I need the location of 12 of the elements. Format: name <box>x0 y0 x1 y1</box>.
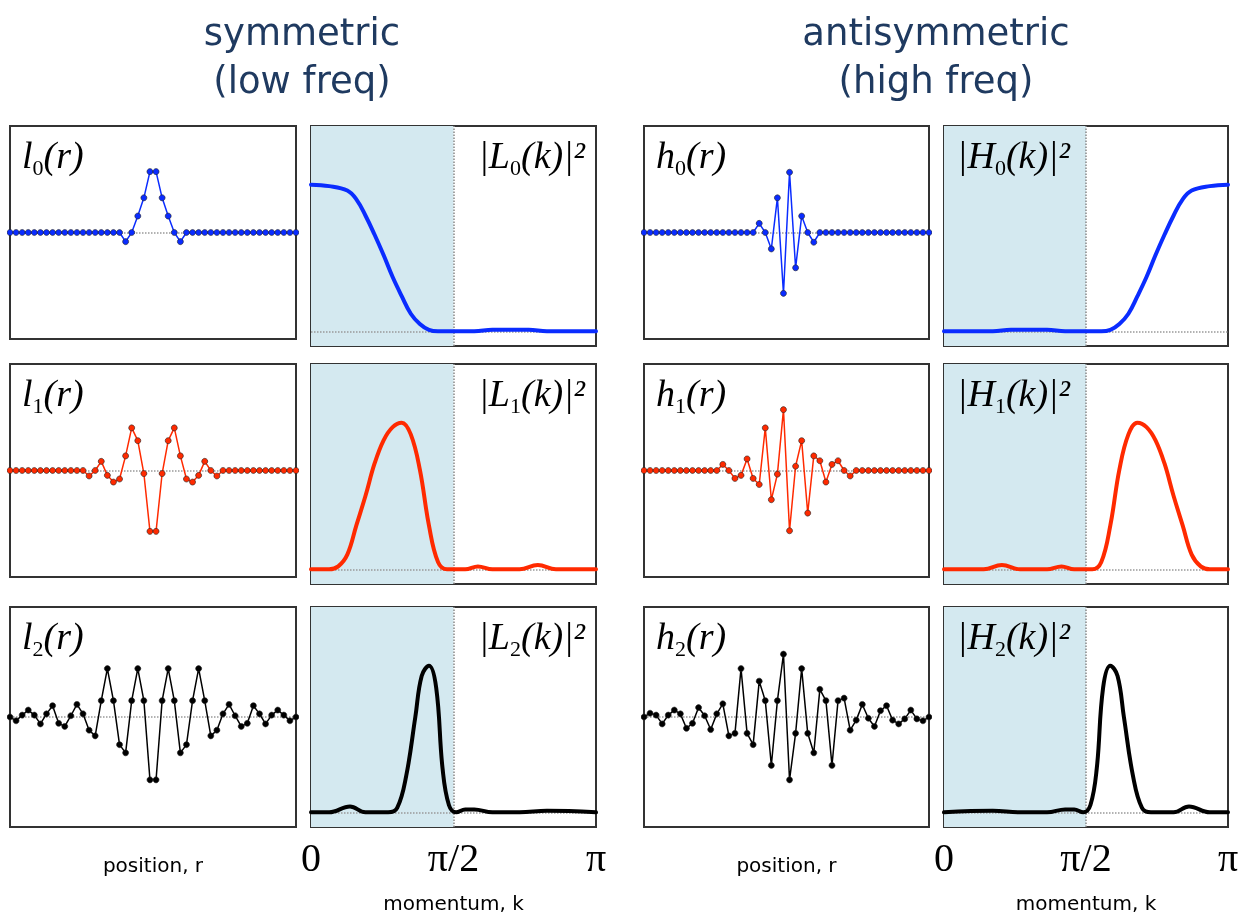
x-tick-label: π <box>1217 834 1239 880</box>
chart-subtitle: symmetric (low freq) <box>202 10 402 104</box>
x-axis-title: position, r <box>102 853 204 877</box>
chart-subtitle: antisymmetric (high freq) <box>801 10 1071 104</box>
x-axis-title: momentum, k <box>1015 891 1157 915</box>
x-tick-label: 0 <box>934 834 954 880</box>
x-tick-label: π <box>585 834 607 880</box>
x-axis-title: position, r <box>736 853 838 877</box>
x-axis-title: momentum, k <box>383 891 525 915</box>
x-tick-label: π/2 <box>1060 834 1112 880</box>
x-tick-label: 0 <box>301 834 321 880</box>
x-tick-label: π/2 <box>427 834 480 880</box>
